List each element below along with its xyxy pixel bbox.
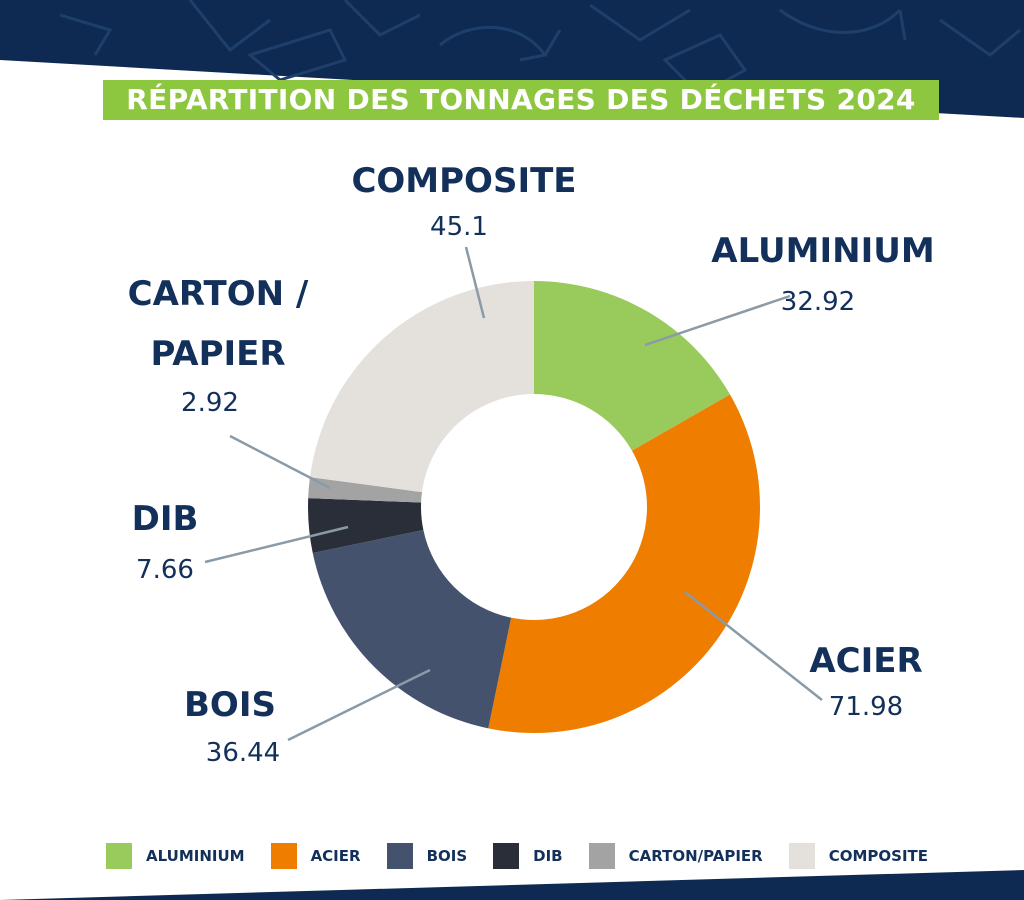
legend-item-acier: ACIER bbox=[270, 843, 361, 869]
legend-item-dib: DIB bbox=[493, 843, 563, 869]
slice-value-aluminium: 32.92 bbox=[781, 287, 855, 317]
slice-labels: ALUMINIUM 32.92 ACIER 71.98 BOIS 36.44 DIB 7.66… bbox=[128, 161, 935, 768]
leader-lines bbox=[204, 246, 823, 742]
legend-swatch bbox=[588, 843, 615, 869]
legend-item-carton-papier: CARTON/PAPIER bbox=[588, 843, 763, 869]
leader-line-composite bbox=[464, 246, 486, 319]
footer-navy-band bbox=[0, 870, 1024, 900]
legend-swatch bbox=[270, 843, 297, 869]
leader-line-carton-papier bbox=[229, 434, 331, 490]
slice-dib bbox=[308, 498, 424, 553]
legend-label: CARTON/PAPIER bbox=[628, 847, 763, 865]
donut-slices bbox=[308, 281, 760, 733]
slice-label-carton-papier: PAPIER bbox=[150, 334, 285, 374]
legend-label: ALUMINIUM bbox=[146, 847, 245, 865]
leader-line-dib bbox=[204, 525, 349, 564]
legend-swatch bbox=[386, 843, 413, 869]
leader-line-acier bbox=[684, 591, 823, 701]
legend-label: BOIS bbox=[426, 847, 468, 865]
leader-line-bois bbox=[287, 668, 431, 742]
legend-item-aluminium: ALUMINIUM bbox=[106, 843, 245, 869]
slice-carton-papier bbox=[308, 477, 422, 503]
slice-bois bbox=[312, 529, 512, 729]
legend-swatch bbox=[788, 843, 815, 869]
legend-label: DIB bbox=[533, 847, 563, 865]
slice-composite bbox=[309, 281, 534, 493]
slice-value-bois: 36.44 bbox=[206, 738, 280, 768]
legend-item-bois: BOIS bbox=[386, 843, 468, 869]
legend-swatch bbox=[106, 843, 132, 869]
slice-label-carton-papier: CARTON / bbox=[128, 274, 309, 314]
slice-label-acier: ACIER bbox=[809, 641, 922, 681]
slice-label-bois: BOIS bbox=[184, 685, 276, 725]
legend-label: ACIER bbox=[310, 847, 361, 865]
recycle-pattern-icon bbox=[59, 0, 1021, 97]
legend-item-composite: COMPOSITE bbox=[788, 843, 929, 869]
slice-value-carton-papier: 2.92 bbox=[181, 388, 239, 418]
chart-legend: ALUMINIUM ACIER BOIS DIB CARTON/PAPIER COMPOS… bbox=[106, 843, 954, 869]
legend-swatch bbox=[493, 843, 520, 869]
slice-acier bbox=[488, 394, 760, 733]
slice-label-aluminium: ALUMINIUM bbox=[711, 231, 934, 271]
slice-value-acier: 71.98 bbox=[829, 692, 903, 722]
slice-label-composite: COMPOSITE bbox=[351, 161, 576, 201]
slice-value-dib: 7.66 bbox=[136, 555, 194, 585]
chart-title: RÉPARTITION DES TONNAGES DES DÉCHETS 202… bbox=[103, 80, 939, 120]
slice-aluminium bbox=[534, 281, 731, 451]
slice-value-composite: 45.1 bbox=[430, 212, 488, 242]
leader-line-aluminium bbox=[644, 294, 791, 347]
legend-label: COMPOSITE bbox=[828, 847, 929, 865]
slice-label-dib: DIB bbox=[132, 499, 199, 539]
